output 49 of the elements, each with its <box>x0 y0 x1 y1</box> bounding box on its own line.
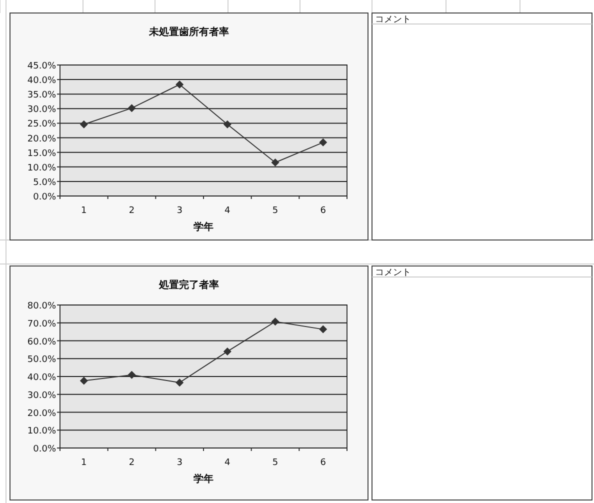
y-tick-label: 30.0% <box>27 105 56 116</box>
point <box>223 347 232 356</box>
x-tick-label: 4 <box>224 206 231 216</box>
y-tick-label: 35.0% <box>27 90 56 101</box>
x-tick-label: 4 <box>224 458 231 468</box>
x-tick-label: 6 <box>320 458 326 468</box>
point <box>223 120 232 128</box>
point <box>271 318 280 326</box>
text: コメント <box>375 268 411 278</box>
chart-title: 未処置歯所有者率 <box>148 26 229 38</box>
point <box>128 104 136 112</box>
y-tick-label: 15.0% <box>27 148 56 159</box>
y-tick-label: 25.0% <box>27 120 56 130</box>
y-tick-label: 10.0% <box>27 163 56 174</box>
y-tick-label: 20.0% <box>27 408 56 419</box>
x-tick-label: 3 <box>176 458 182 468</box>
y-tick-label: 10.0% <box>27 426 56 437</box>
x-axis-title: 学年 <box>194 221 214 233</box>
x-tick-label: 2 <box>128 206 135 216</box>
point <box>176 80 184 89</box>
point <box>176 378 184 387</box>
x-tick-label: 1 <box>81 458 87 468</box>
x-axis-title: 学年 <box>194 473 214 485</box>
y-tick-label: 5.0% <box>33 178 56 188</box>
y-tick-label: 45.0% <box>27 62 56 72</box>
point <box>80 376 88 385</box>
point <box>319 138 328 146</box>
x-tick-label: 5 <box>272 206 278 216</box>
point <box>271 158 280 167</box>
point <box>128 370 136 379</box>
y-tick-label: 40.0% <box>27 76 56 86</box>
y-tick-label: 0.0% <box>33 444 56 454</box>
y-tick-label: 50.0% <box>27 355 56 366</box>
chart-title: 処置完了者率 <box>158 279 219 291</box>
y-tick-label: 70.0% <box>27 319 56 330</box>
y-tick-label: 30.0% <box>27 390 56 401</box>
y-tick-label: 80.0% <box>27 302 56 312</box>
y-tick-label: 60.0% <box>27 337 56 348</box>
text: コメント <box>375 15 411 25</box>
x-tick-label: 2 <box>128 458 135 468</box>
x-tick-label: 5 <box>272 458 278 468</box>
point <box>319 325 328 334</box>
x-tick-label: 1 <box>81 206 87 216</box>
x-tick-label: 6 <box>320 206 326 216</box>
y-tick-label: 20.0% <box>27 134 56 144</box>
point <box>80 120 88 128</box>
y-tick-label: 0.0% <box>33 192 56 202</box>
y-tick-label: 40.0% <box>27 373 56 383</box>
x-tick-label: 3 <box>176 206 182 216</box>
